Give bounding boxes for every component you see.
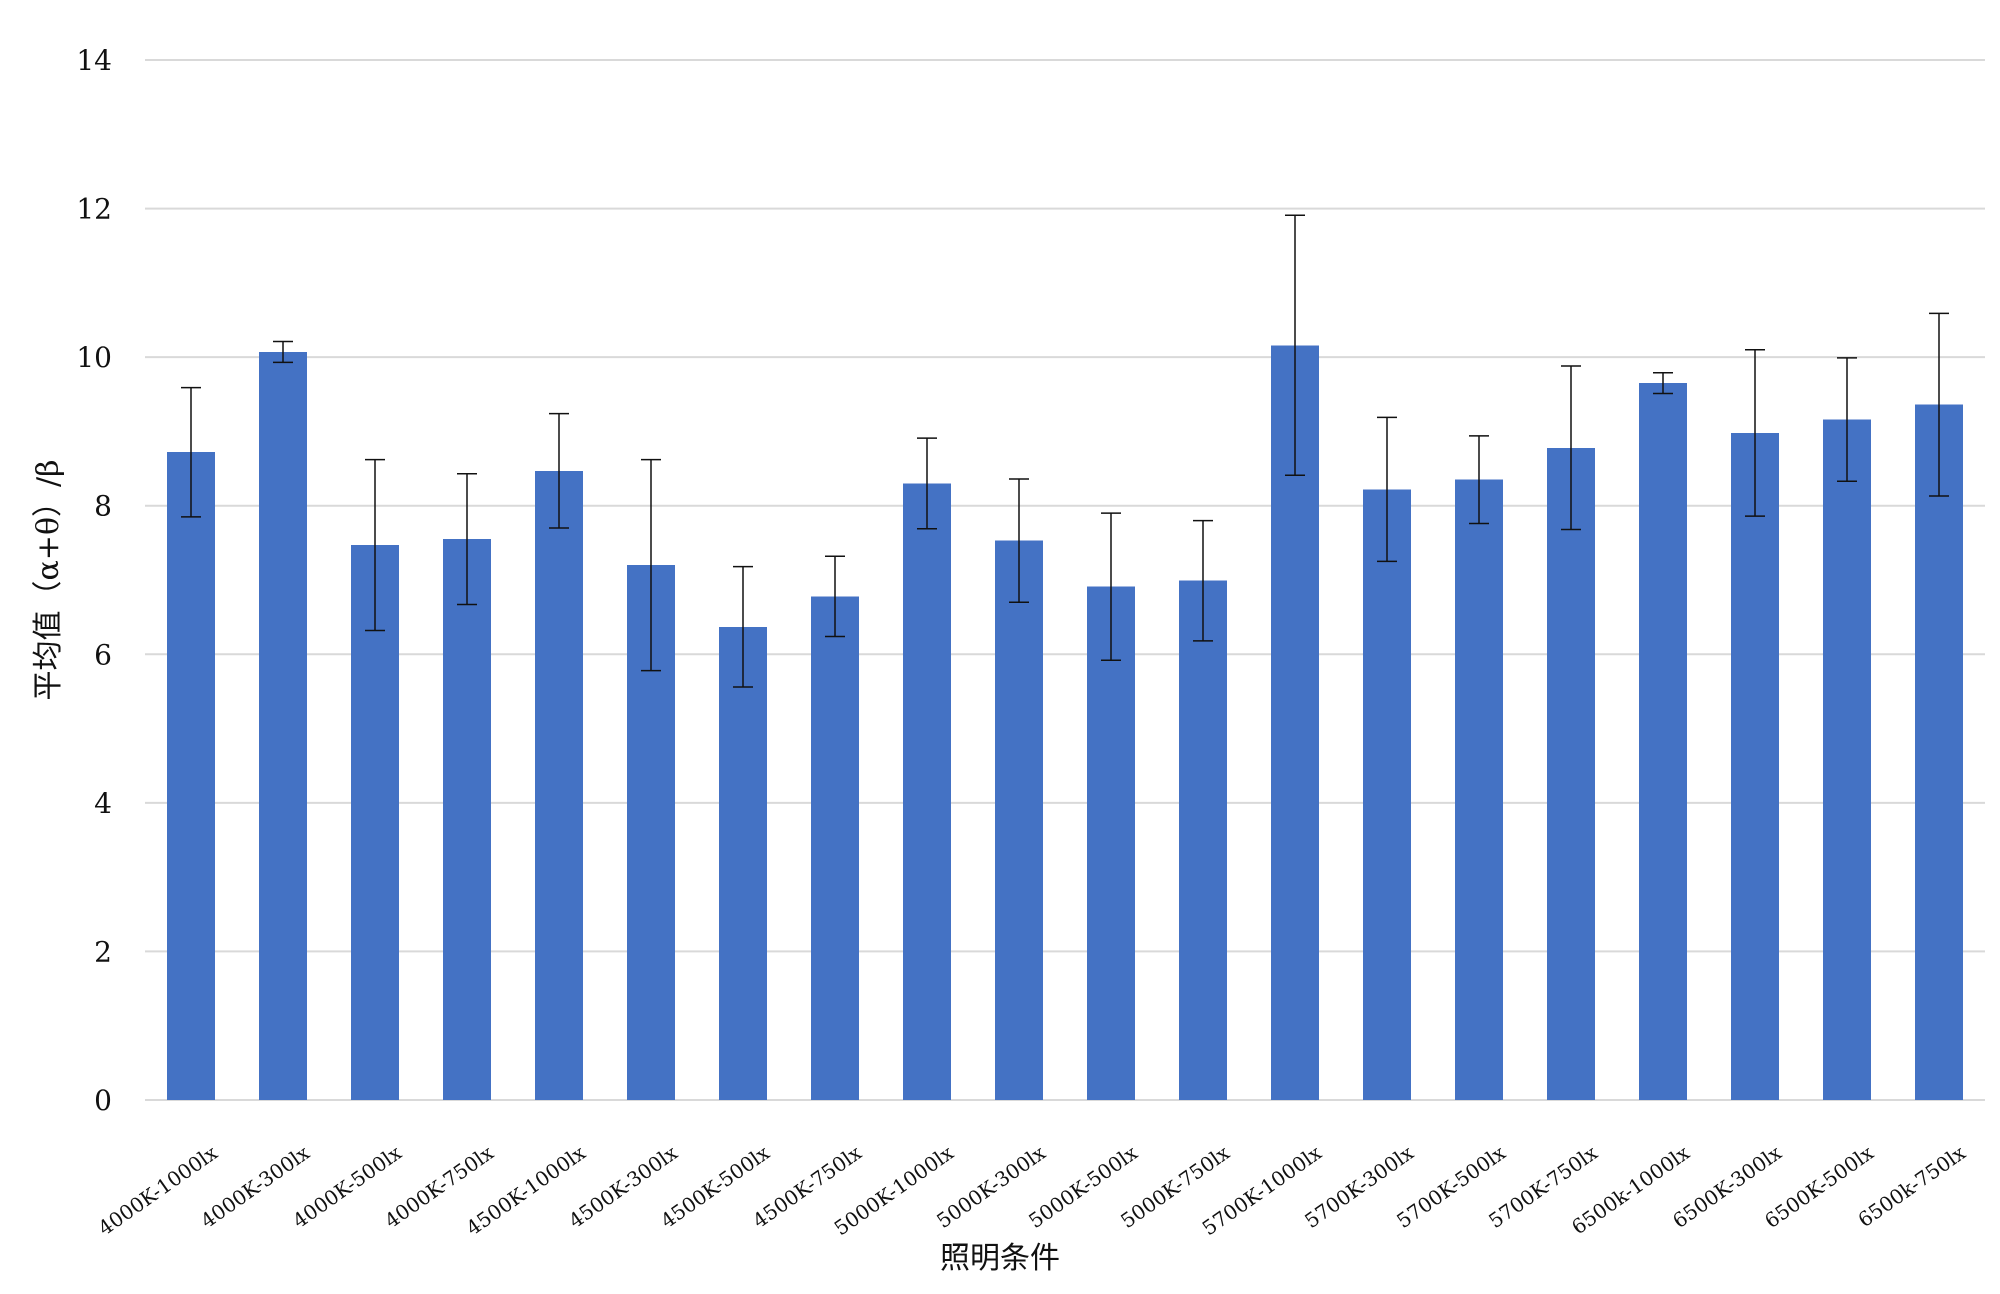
y-tick-label: 0: [94, 1084, 112, 1117]
bar: [719, 626, 767, 1100]
y-tick-label: 14: [76, 44, 112, 77]
bar: [1455, 479, 1503, 1100]
y-tick-label: 12: [76, 193, 112, 226]
y-tick-label: 2: [94, 935, 112, 968]
error-bars-layer: [181, 214, 1949, 688]
bar: [811, 596, 859, 1100]
bar: [259, 351, 307, 1100]
bar: [1639, 383, 1687, 1101]
y-tick-label: 10: [76, 341, 112, 374]
bar: [903, 483, 951, 1100]
bar: [167, 452, 215, 1100]
bar: [443, 539, 491, 1100]
bar: [1087, 586, 1135, 1100]
bar: [1823, 419, 1871, 1100]
x-axis-title: 照明条件: [940, 1241, 1060, 1276]
bar: [1363, 489, 1411, 1100]
bar: [1731, 432, 1779, 1100]
y-axis-title: 平均值（α+θ）/β: [31, 460, 66, 701]
bar: [995, 540, 1043, 1100]
x-tick-label: 4000K-1000lx: [94, 1140, 223, 1240]
y-axis-tick-labels: 0 2 4 6 8 10 12 14: [76, 44, 112, 1117]
bar: [1179, 580, 1227, 1100]
y-tick-label: 6: [94, 638, 112, 671]
x-axis-tick-labels: 4000K-1000lx4000K-300lx4000K-500lx4000K-…: [94, 1140, 1971, 1240]
bars-layer: [167, 345, 1963, 1101]
bar: [535, 470, 583, 1100]
bar: [1547, 447, 1595, 1100]
y-tick-label: 8: [94, 490, 112, 523]
bar: [351, 545, 399, 1100]
grid-layer: [145, 59, 1985, 1101]
bar: [1915, 404, 1963, 1101]
y-tick-label: 4: [94, 787, 112, 820]
